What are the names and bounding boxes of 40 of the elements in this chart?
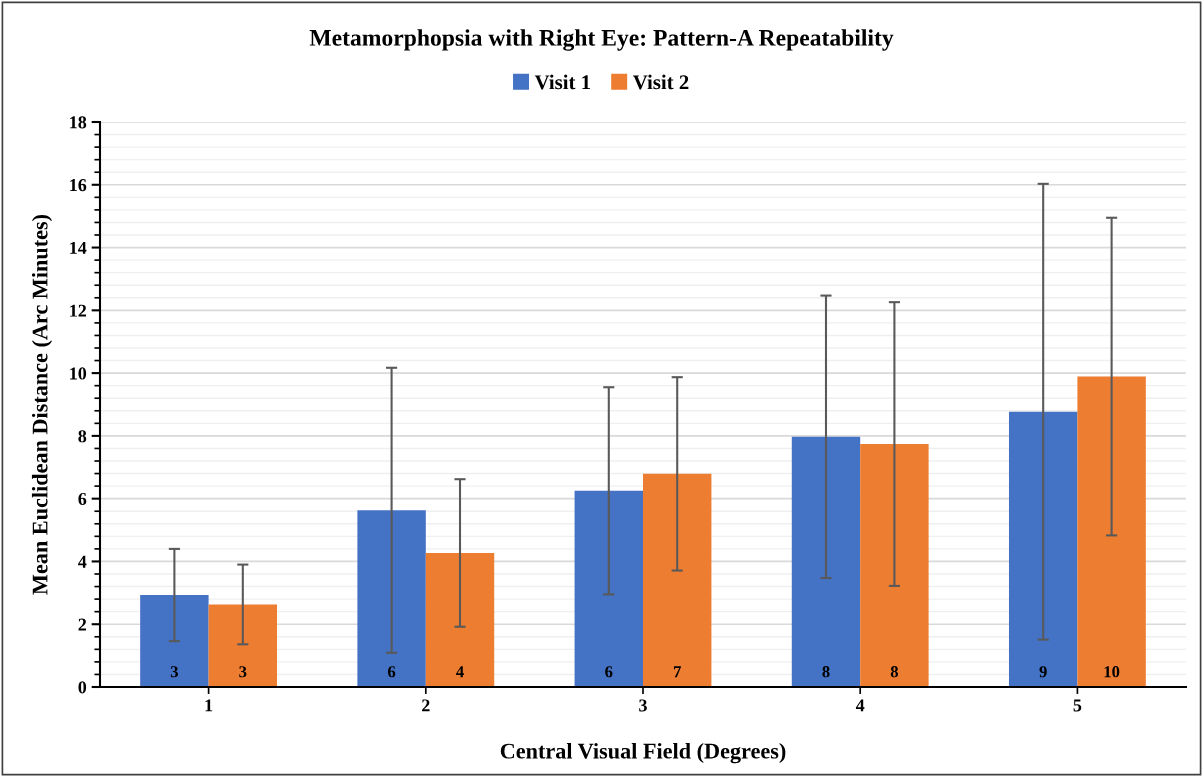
y-tick-label: 16 — [70, 179, 87, 192]
data-label: 9 — [1039, 666, 1047, 678]
legend-label: Visit 1 — [534, 74, 591, 90]
x-tick-label: 5 — [1073, 699, 1082, 712]
data-label: 8 — [822, 666, 830, 678]
data-label: 6 — [605, 666, 613, 678]
bar — [574, 490, 643, 687]
y-tick-label: 10 — [70, 367, 87, 380]
y-tick-label: 14 — [70, 241, 87, 254]
bar — [1008, 411, 1078, 687]
bar — [357, 510, 426, 687]
data-label: 4 — [456, 666, 464, 678]
bar — [643, 473, 712, 687]
y-tick-label: 6 — [78, 492, 87, 506]
bar — [791, 436, 861, 687]
x-tick-label: 2 — [422, 699, 430, 712]
x-tick-label: 3 — [639, 699, 647, 712]
bar — [860, 444, 929, 687]
data-label: 7 — [674, 666, 681, 678]
data-label: 8 — [890, 666, 899, 678]
x-axis-title: Central Visual Field (Degrees) — [500, 742, 786, 764]
bar — [208, 604, 278, 687]
data-label: 3 — [170, 666, 178, 678]
data-label: 3 — [239, 666, 247, 678]
y-tick-label: 8 — [78, 430, 87, 443]
data-label: 6 — [387, 666, 396, 678]
y-tick-label: 2 — [78, 618, 87, 631]
y-tick-label: 0 — [78, 681, 87, 694]
legend-label: Visit 2 — [632, 74, 689, 90]
bar — [140, 595, 209, 687]
data-label: 10 — [1104, 666, 1120, 678]
y-tick-label: 4 — [78, 555, 87, 568]
chart-title: Metamorphopsia with Right Eye: Pattern-A Repeatability — [309, 29, 894, 51]
y-tick-label: 12 — [70, 304, 87, 317]
x-tick-label: 1 — [205, 699, 213, 712]
bar — [1077, 376, 1146, 687]
bar — [425, 552, 495, 687]
y-tick-label: 18 — [70, 116, 87, 129]
y-axis-title: Mean Euclidean Distance (Arc Minutes) — [31, 214, 53, 595]
x-tick-label: 4 — [855, 699, 865, 712]
